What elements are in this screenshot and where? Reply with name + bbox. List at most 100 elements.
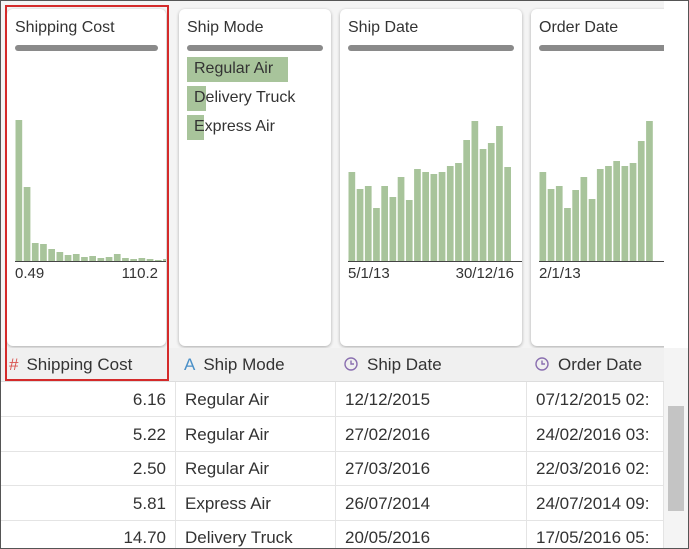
histogram-bar: [15, 120, 23, 261]
histogram: [348, 121, 522, 262]
histogram-bar: [422, 172, 429, 261]
table-cell: 26/07/2014: [336, 485, 527, 520]
quality-bar: [15, 45, 158, 51]
clock-face: [344, 357, 358, 371]
histogram-bar: [364, 186, 372, 261]
histogram-bar: [56, 252, 64, 261]
max-label: 30/12/16: [455, 265, 514, 282]
histogram-bar: [504, 167, 511, 261]
clock-icon: [344, 357, 358, 371]
histogram-bar: [463, 140, 470, 261]
histogram-bar: [580, 177, 588, 261]
histogram-bar: [613, 161, 620, 261]
histogram-bar: [596, 169, 604, 261]
table-cell: Delivery Truck: [176, 520, 336, 548]
histogram-bar: [496, 126, 503, 261]
histogram-bar: [564, 208, 571, 261]
category-label: Regular Air: [194, 60, 274, 77]
table-cell: 07/12/2015 02:: [527, 382, 664, 416]
clock-icon: [535, 357, 549, 371]
table-cell: 27/03/2016: [336, 451, 527, 485]
column-card[interactable]: Shipping Cost 0.49 110.2: [7, 9, 166, 346]
histogram-bar: [446, 166, 454, 261]
table-row: 5.22 Regular Air 27/02/2016 24/02/2016 03:: [1, 416, 664, 452]
header-text: Ship Mode: [203, 355, 285, 374]
histogram-bar: [130, 259, 137, 261]
category-bar: [187, 115, 204, 140]
column-card[interactable]: Order Date 2/1/13: [531, 9, 664, 346]
histogram-bar: [547, 189, 555, 261]
column-card[interactable]: Ship Mode Regular Air Delivery Truck Expres…: [179, 9, 331, 346]
histogram-bar: [430, 174, 438, 261]
histogram-bar: [389, 197, 397, 261]
histogram-bar: [605, 166, 612, 261]
histogram-bar: [555, 186, 563, 261]
quality-bar: [348, 45, 514, 51]
column-header: Ship Date: [336, 348, 527, 381]
table-row: 14.70 Delivery Truck 20/05/2016 17/05/2016 …: [1, 520, 664, 548]
histogram: [15, 120, 166, 262]
header-text: Order Date: [558, 355, 643, 374]
column-card[interactable]: Ship Date 5/1/13 30/12/16: [340, 9, 522, 346]
table-cell: 17/05/2016 05:: [527, 520, 664, 548]
histogram-bar: [629, 163, 637, 261]
table-cell: 12/12/2015: [336, 382, 527, 416]
histogram-bar: [97, 258, 105, 261]
header-text: Shipping Cost: [26, 355, 133, 374]
table-cell: 14.70: [1, 520, 176, 548]
histogram-bar: [64, 255, 72, 261]
histogram-bar: [539, 172, 547, 261]
type-icon: A: [184, 355, 196, 374]
table-cell: 2.50: [1, 451, 176, 485]
histogram-bar: [72, 254, 80, 261]
histogram-bar: [373, 208, 380, 261]
histogram-bar: [405, 200, 413, 261]
clock-face: [535, 357, 549, 371]
histogram-bar: [48, 249, 55, 261]
table-cell: Regular Air: [176, 382, 336, 416]
histogram-bar: [479, 149, 487, 261]
category-bar: [187, 57, 288, 82]
histogram-bar: [146, 259, 154, 261]
table-cell: Regular Air: [176, 416, 336, 451]
column-header: Order Date: [527, 348, 664, 381]
table-row: 2.50 Regular Air 27/03/2016 22/03/2016 02:: [1, 451, 664, 486]
column-header: # Shipping Cost: [1, 348, 176, 381]
table-row: 5.81 Express Air 26/07/2014 24/07/2014 09:: [1, 485, 664, 521]
table-cell: 22/03/2016 02:: [527, 451, 664, 485]
histogram-bar: [23, 187, 31, 261]
column-header: A Ship Mode: [176, 348, 336, 381]
table-cell: Express Air: [176, 485, 336, 520]
histogram-bar: [113, 254, 121, 261]
histogram-bar: [122, 258, 129, 261]
histogram-bar: [81, 257, 88, 261]
clock-hands: [350, 360, 354, 365]
min-label: 2/1/13: [539, 265, 581, 282]
histogram-bar: [105, 257, 113, 261]
min-label: 0.49: [15, 265, 45, 282]
histogram-bar: [138, 258, 146, 261]
table-cell: 27/02/2016: [336, 416, 527, 451]
histogram-bar: [455, 163, 462, 261]
clock-hands: [541, 360, 545, 365]
histogram-bar: [646, 121, 653, 261]
quality-bar: [539, 45, 664, 51]
table-cell: 5.81: [1, 485, 176, 520]
card-title: Order Date: [539, 19, 619, 36]
histogram-bar: [40, 244, 47, 261]
histogram-bar: [356, 189, 364, 261]
table-cell: 20/05/2016: [336, 520, 527, 548]
histogram-bar: [588, 199, 596, 261]
card-title: Ship Mode: [187, 19, 264, 36]
table-cell: 6.16: [1, 382, 176, 416]
card-title: Shipping Cost: [15, 19, 115, 36]
table-cell: 5.22: [1, 416, 176, 451]
category-label: Delivery Truck: [194, 89, 296, 106]
scrollbar[interactable]: [664, 348, 688, 548]
header-text: Ship Date: [367, 355, 442, 374]
scroll-thumb[interactable]: [668, 406, 684, 511]
histogram-bar: [572, 190, 579, 261]
histogram-bar: [89, 256, 96, 261]
min-label: 5/1/13: [348, 265, 390, 282]
